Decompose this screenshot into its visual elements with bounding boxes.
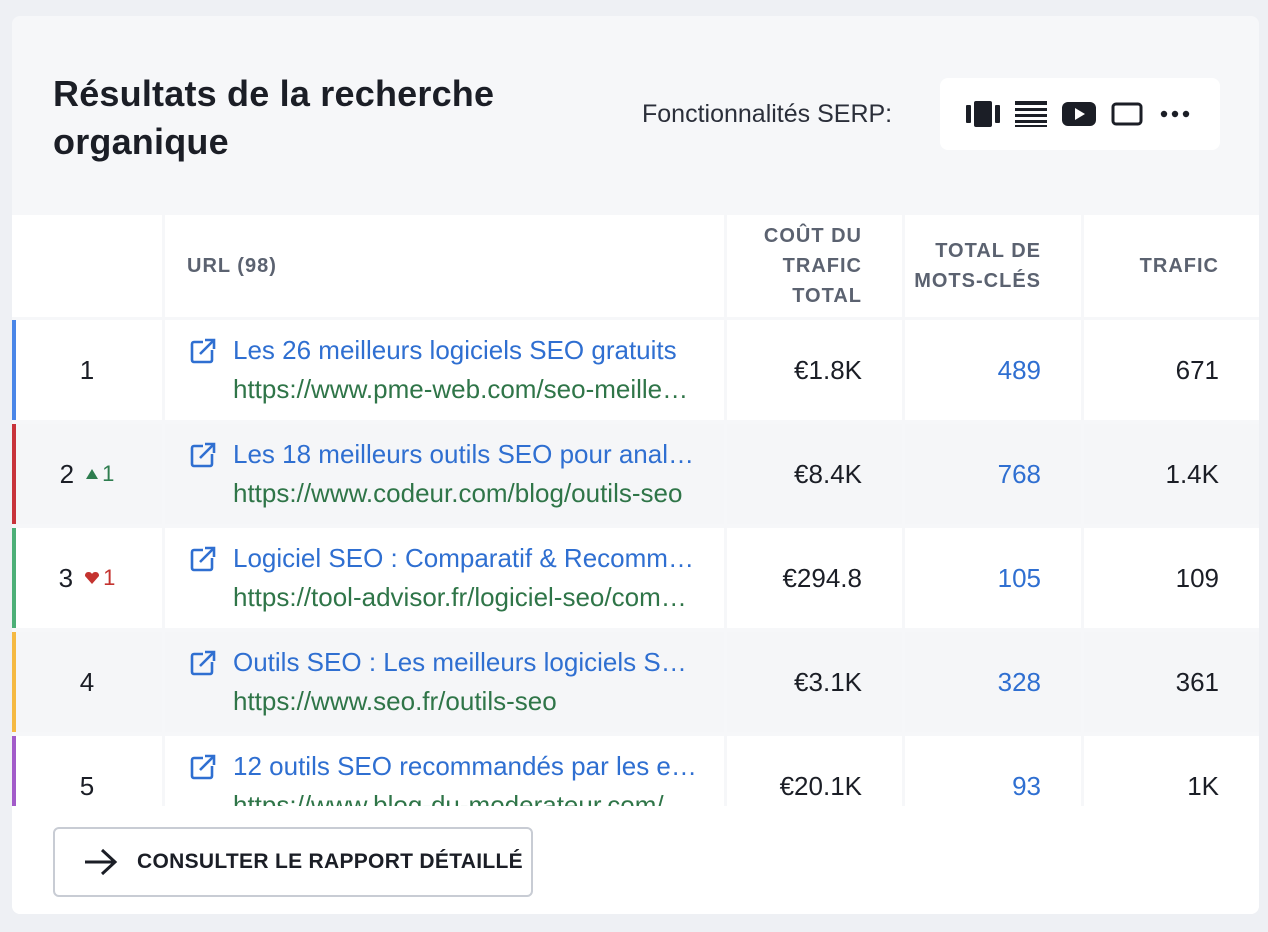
external-link-icon[interactable] bbox=[189, 753, 217, 781]
image-frame-icon[interactable] bbox=[1110, 97, 1144, 131]
keywords-link[interactable]: 93 bbox=[905, 736, 1081, 806]
position-change-value: 1 bbox=[103, 565, 116, 590]
position-value: 5 bbox=[79, 770, 95, 801]
external-link-icon[interactable] bbox=[189, 649, 217, 677]
position-cell: 4 bbox=[12, 632, 162, 732]
view-detailed-report-button[interactable]: CONSULTER LE RAPPORT DÉTAILLÉ bbox=[53, 827, 533, 897]
keywords-link[interactable]: 105 bbox=[905, 528, 1081, 628]
result-title-link[interactable]: Outils SEO : Les meilleurs logiciels SEO bbox=[233, 647, 697, 677]
external-link-icon[interactable] bbox=[189, 441, 217, 469]
traffic-cell: 671 bbox=[1084, 320, 1259, 420]
result-url[interactable]: https://www.blog-du-moderateur.com/outil… bbox=[233, 790, 697, 806]
row-color-stripe bbox=[12, 320, 16, 420]
position-change: 1 bbox=[86, 461, 114, 487]
result-title-link[interactable]: Logiciel SEO : Comparatif & Recommandati… bbox=[233, 543, 697, 573]
row-color-stripe bbox=[12, 632, 16, 732]
position-value: 3 bbox=[58, 562, 74, 593]
result-title-link[interactable]: Les 26 meilleurs logiciels SEO gratuits bbox=[233, 335, 677, 365]
arrow-right-icon bbox=[85, 848, 118, 876]
position-change-value: 1 bbox=[102, 461, 115, 486]
traffic-cell: 1K bbox=[1084, 736, 1259, 806]
result-title-link[interactable]: Les 18 meilleurs outils SEO pour analyse… bbox=[233, 439, 697, 469]
cost-cell: €3.1K bbox=[727, 632, 902, 732]
position-change: 1 bbox=[85, 565, 115, 591]
cost-cell: €8.4K bbox=[727, 424, 902, 524]
video-icon[interactable] bbox=[1062, 97, 1096, 131]
serp-features-toolbar bbox=[940, 78, 1220, 150]
header-keywords[interactable]: TOTAL DE MOTS-CLÉS bbox=[905, 215, 1081, 317]
result-url[interactable]: https://www.codeur.com/blog/outils-seo bbox=[233, 478, 683, 508]
results-table: URL (98) COÛT DU TRAFIC TOTAL TOTAL DE M… bbox=[12, 212, 1259, 806]
more-icon[interactable] bbox=[1158, 97, 1192, 131]
table-header: URL (98) COÛT DU TRAFIC TOTAL TOTAL DE M… bbox=[12, 212, 1259, 320]
traffic-cell: 1.4K bbox=[1084, 424, 1259, 524]
traffic-cell: 361 bbox=[1084, 632, 1259, 732]
row-color-stripe bbox=[12, 424, 16, 524]
result-url[interactable]: https://tool-advisor.fr/logiciel-seo/com… bbox=[233, 582, 697, 612]
keywords-link[interactable]: 489 bbox=[905, 320, 1081, 420]
list-icon[interactable] bbox=[1014, 97, 1048, 131]
cost-cell: €1.8K bbox=[727, 320, 902, 420]
keywords-link[interactable]: 768 bbox=[905, 424, 1081, 524]
url-cell: Les 18 meilleurs outils SEO pour analyse… bbox=[165, 424, 724, 524]
card-footer: CONSULTER LE RAPPORT DÉTAILLÉ bbox=[12, 806, 1259, 914]
heart-down-icon bbox=[85, 572, 100, 584]
serp-features-label: Fonctionnalités SERP: bbox=[642, 100, 893, 128]
cost-cell: €20.1K bbox=[727, 736, 902, 806]
traffic-cell: 109 bbox=[1084, 528, 1259, 628]
table-row: 5 12 outils SEO recommandés par les exper… bbox=[12, 736, 1259, 806]
organic-results-card: Résultats de la recherche organique Fonc… bbox=[12, 16, 1259, 914]
url-cell: 12 outils SEO recommandés par les expert… bbox=[165, 736, 724, 806]
keywords-link[interactable]: 328 bbox=[905, 632, 1081, 732]
result-title-link[interactable]: 12 outils SEO recommandés par les expert… bbox=[233, 751, 697, 781]
position-cell: 5 bbox=[12, 736, 162, 806]
table-row: 1 Les 26 meilleurs logiciels SEO gratuits… bbox=[12, 320, 1259, 420]
header-position bbox=[12, 215, 162, 317]
row-color-stripe bbox=[12, 736, 16, 806]
header-url[interactable]: URL (98) bbox=[165, 215, 724, 317]
position-cell: 1 bbox=[12, 320, 162, 420]
triangle-up-icon bbox=[86, 469, 99, 479]
external-link-icon[interactable] bbox=[189, 337, 217, 365]
table-row: 4 Outils SEO : Les meilleurs logiciels SE… bbox=[12, 632, 1259, 732]
view-detailed-report-label: CONSULTER LE RAPPORT DÉTAILLÉ bbox=[137, 850, 523, 873]
position-value: 1 bbox=[79, 354, 95, 385]
position-value: 4 bbox=[79, 666, 95, 697]
external-link-icon[interactable] bbox=[189, 545, 217, 573]
url-cell: Outils SEO : Les meilleurs logiciels SEO… bbox=[165, 632, 724, 732]
table-row: 2 1 Les 18 meilleurs outils SEO pour analy… bbox=[12, 424, 1259, 524]
position-value: 2 bbox=[59, 458, 75, 489]
header-cost[interactable]: COÛT DU TRAFIC TOTAL bbox=[727, 215, 902, 317]
row-color-stripe bbox=[12, 528, 16, 628]
header-traffic[interactable]: TRAFIC bbox=[1084, 215, 1259, 317]
card-title: Résultats de la recherche organique bbox=[53, 73, 495, 162]
result-url[interactable]: https://www.pme-web.com/seo-meilleurs-lo… bbox=[233, 374, 697, 404]
url-cell: Logiciel SEO : Comparatif & Recommandati… bbox=[165, 528, 724, 628]
cost-cell: €294.8 bbox=[727, 528, 902, 628]
result-url[interactable]: https://www.seo.fr/outils-seo bbox=[233, 686, 557, 716]
url-cell: Les 26 meilleurs logiciels SEO gratuits h… bbox=[165, 320, 724, 420]
carousel-icon[interactable] bbox=[966, 97, 1000, 131]
